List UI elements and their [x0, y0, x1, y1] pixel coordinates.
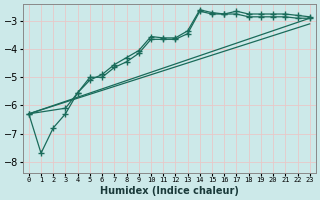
X-axis label: Humidex (Indice chaleur): Humidex (Indice chaleur) [100, 186, 239, 196]
